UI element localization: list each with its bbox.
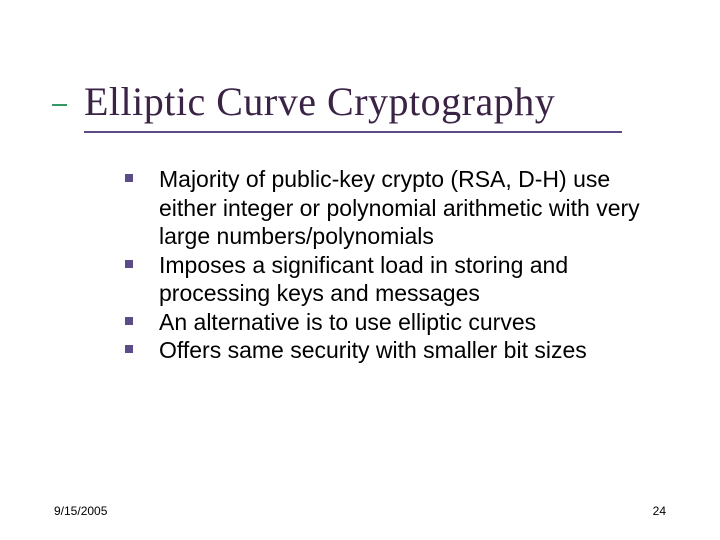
bullet-text: Imposes a significant load in storing an… [159,252,568,307]
square-bullet-icon [125,260,133,268]
title-underline [84,131,622,133]
content-region: Majority of public-key crypto (RSA, D-H)… [125,165,665,365]
list-item: Imposes a significant load in storing an… [125,251,665,308]
square-bullet-icon [125,174,133,182]
slide-container: Elliptic Curve Cryptography Majority of … [0,0,720,540]
bullet-text: An alternative is to use elliptic curves [159,309,536,335]
slide-title: Elliptic Curve Cryptography [84,78,720,125]
footer-page-number: 24 [653,504,666,518]
bullet-text: Offers same security with smaller bit si… [159,337,587,363]
title-accent-bar [52,104,67,106]
list-item: Majority of public-key crypto (RSA, D-H)… [125,165,665,251]
list-item: An alternative is to use elliptic curves [125,308,665,337]
square-bullet-icon [125,317,133,325]
list-item: Offers same security with smaller bit si… [125,336,665,365]
square-bullet-icon [125,345,133,353]
bullet-list: Majority of public-key crypto (RSA, D-H)… [125,165,665,365]
bullet-text: Majority of public-key crypto (RSA, D-H)… [159,166,640,249]
slide-footer: 9/15/2005 24 [54,504,666,518]
title-region: Elliptic Curve Cryptography [0,0,720,133]
footer-date: 9/15/2005 [54,504,107,518]
